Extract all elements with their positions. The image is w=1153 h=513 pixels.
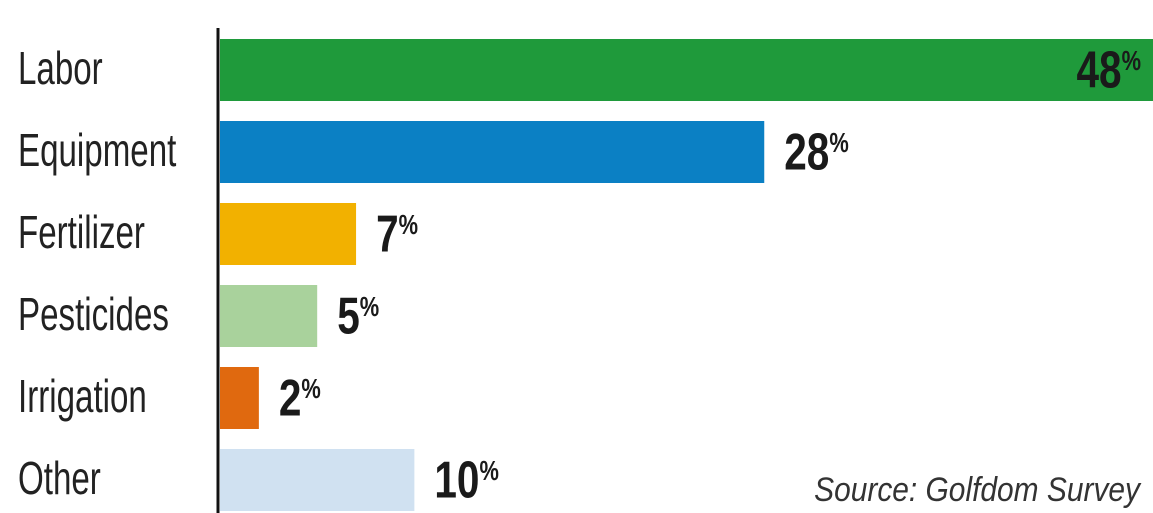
value-label: 28% <box>784 123 849 181</box>
value-unit: % <box>301 373 320 404</box>
value-number: 28 <box>784 123 829 181</box>
value-unit: % <box>479 455 498 486</box>
value-unit: % <box>829 127 848 158</box>
value-unit: % <box>360 291 379 322</box>
value-label: 7% <box>376 205 418 263</box>
value-label: 10% <box>434 451 499 509</box>
value-number: 7 <box>376 205 399 263</box>
bar <box>220 39 1153 101</box>
category-label: Equipment <box>18 126 176 176</box>
value-unit: % <box>1122 45 1141 76</box>
value-unit: % <box>399 209 418 240</box>
value-number: 5 <box>337 287 360 345</box>
category-label: Fertilizer <box>18 208 145 258</box>
value-number: 2 <box>279 369 302 427</box>
value-number: 48 <box>1076 41 1121 99</box>
category-label: Irrigation <box>18 372 147 422</box>
value-label: 2% <box>279 369 321 427</box>
bar <box>220 121 765 183</box>
bar <box>220 285 318 347</box>
bar <box>220 203 357 265</box>
category-label: Labor <box>18 44 103 94</box>
value-number: 10 <box>434 451 479 509</box>
value-label: 48% <box>1076 41 1141 99</box>
category-label: Other <box>18 454 101 504</box>
bar <box>220 367 259 429</box>
value-label: 5% <box>337 287 379 345</box>
bar <box>220 449 415 511</box>
source-note: Source: Golfdom Survey <box>814 470 1142 508</box>
category-label: Pesticides <box>18 290 169 340</box>
